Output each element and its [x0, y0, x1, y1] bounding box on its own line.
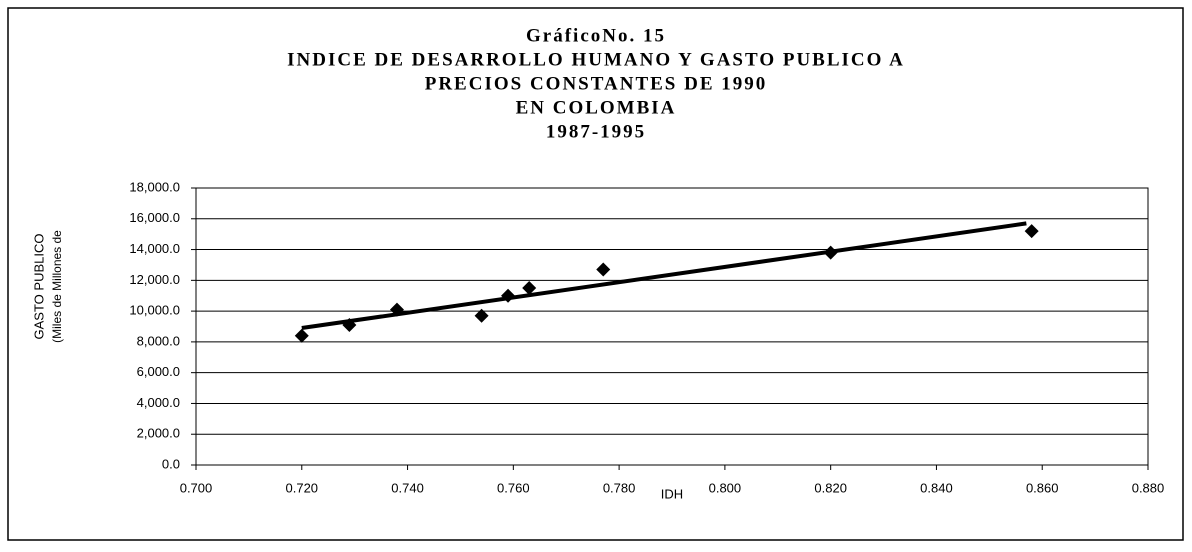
point — [501, 288, 516, 303]
y-tick-label: 2,000.0 — [137, 426, 180, 441]
chart-title: GráficoNo. 15 — [526, 25, 666, 46]
chart-title: PRECIOS CONSTANTES DE 1990 — [425, 73, 768, 94]
x-tick-label: 0.840 — [920, 480, 953, 495]
point — [389, 302, 404, 317]
x-tick-label: 0.740 — [391, 480, 424, 495]
x-tick-label: 0.820 — [814, 480, 847, 495]
chart-title: INDICE DE DESARROLLO HUMANO Y GASTO PUBL… — [287, 49, 905, 70]
x-tick-label: 0.800 — [709, 480, 742, 495]
chart-title: 1987-1995 — [546, 121, 646, 142]
y-tick-label: 10,000.0 — [129, 303, 180, 318]
chart-border — [7, 7, 1184, 541]
y-tick-label: 8,000.0 — [137, 333, 180, 348]
point — [474, 308, 489, 323]
y-tick-label: 12,000.0 — [129, 272, 180, 287]
plot-area — [195, 187, 1149, 466]
x-axis-label: IDH — [661, 486, 683, 501]
y-axis-label: (Miles de Millones de — [50, 230, 64, 343]
y-tick-label: 16,000.0 — [129, 210, 180, 225]
y-tick-label: 18,000.0 — [129, 179, 180, 194]
x-tick-label: 0.860 — [1026, 480, 1059, 495]
y-tick-label: 4,000.0 — [137, 395, 180, 410]
chart-title: EN COLOMBIA — [516, 97, 677, 118]
point — [1024, 224, 1039, 239]
y-tick-label: 6,000.0 — [137, 364, 180, 379]
point — [823, 245, 838, 260]
x-tick-label: 0.700 — [180, 480, 213, 495]
y-axis-label: GASTO PUBLICO — [31, 234, 46, 340]
y-tick-label: 0.0 — [162, 456, 180, 471]
trend-line — [301, 221, 1027, 331]
point — [294, 328, 309, 343]
point — [596, 262, 611, 277]
point — [342, 317, 357, 332]
x-tick-label: 0.780 — [603, 480, 636, 495]
point — [522, 281, 537, 296]
x-tick-label: 0.760 — [497, 480, 530, 495]
y-tick-label: 14,000.0 — [129, 241, 180, 256]
x-tick-label: 0.880 — [1132, 480, 1165, 495]
x-tick-label: 0.720 — [286, 480, 319, 495]
